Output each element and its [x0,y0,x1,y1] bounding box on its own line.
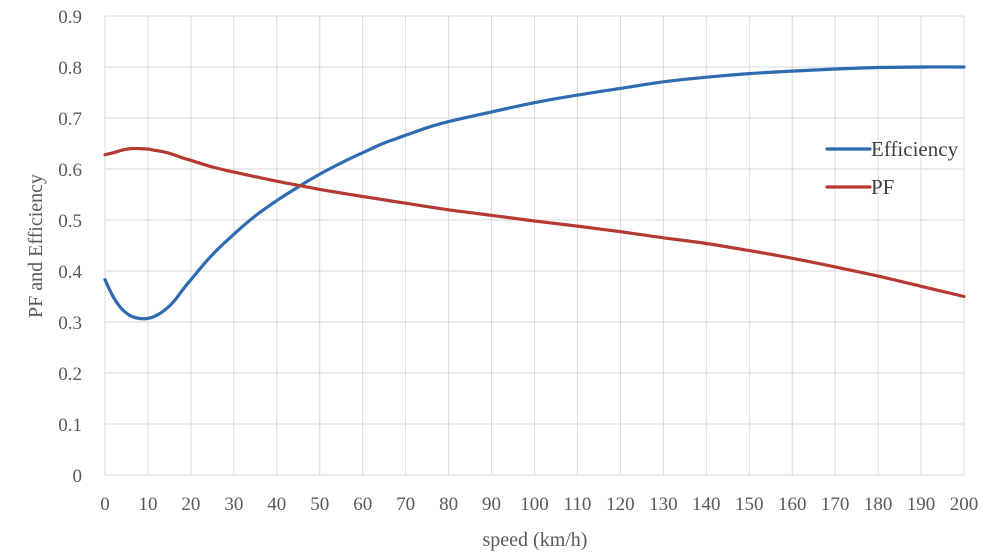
x-tick-label: 190 [907,494,936,515]
x-tick-label: 160 [778,494,807,515]
x-tick-label: 170 [821,494,850,515]
x-tick-label: 110 [564,494,592,515]
y-axis-ticks: 0 0.1 0.2 0.3 0.4 0.5 0.6 0.7 0.8 0.9 [58,7,82,487]
legend-label-pf: PF [871,175,894,199]
legend: Efficiency PF [825,137,959,199]
x-tick-label: 20 [181,494,200,515]
x-tick-label: 10 [138,494,157,515]
y-tick-label: 0.1 [58,415,82,436]
y-tick-label: 0.5 [58,211,82,232]
series-line-pf [103,146,966,299]
y-tick-label: 0.4 [58,262,82,283]
x-tick-label: 60 [353,494,372,515]
x-tick-label: 0 [100,494,110,515]
y-tick-label: 0.6 [58,160,82,181]
series-line-efficiency [103,65,966,321]
x-tick-label: 90 [482,494,501,515]
y-tick-label: 0.2 [58,364,82,385]
y-axis-title: PF and Efficiency [25,174,47,318]
y-tick-label: 0.9 [58,7,82,28]
x-tick-label: 120 [606,494,635,515]
y-tick-label: 0.3 [58,313,82,334]
legend-label-efficiency: Efficiency [871,137,959,161]
x-tick-label: 70 [396,494,415,515]
x-tick-label: 130 [649,494,678,515]
x-tick-label: 200 [950,494,979,515]
x-tick-label: 140 [692,494,721,515]
x-tick-label: 150 [735,494,764,515]
x-tick-label: 100 [520,494,549,515]
y-tick-label: 0 [73,466,83,487]
gridlines [104,15,965,476]
x-axis-title: speed (km/h) [483,529,588,551]
x-tick-label: 30 [224,494,243,515]
x-tick-label: 180 [864,494,893,515]
x-tick-label: 40 [267,494,286,515]
x-tick-label: 80 [439,494,458,515]
x-tick-label: 50 [310,494,329,515]
x-axis-ticks: 0 10 20 30 40 50 60 70 80 90 100 110 120 130 140 150 160… [100,494,978,515]
y-tick-label: 0.7 [58,109,82,130]
series-lines [103,65,966,321]
y-tick-label: 0.8 [58,58,82,79]
